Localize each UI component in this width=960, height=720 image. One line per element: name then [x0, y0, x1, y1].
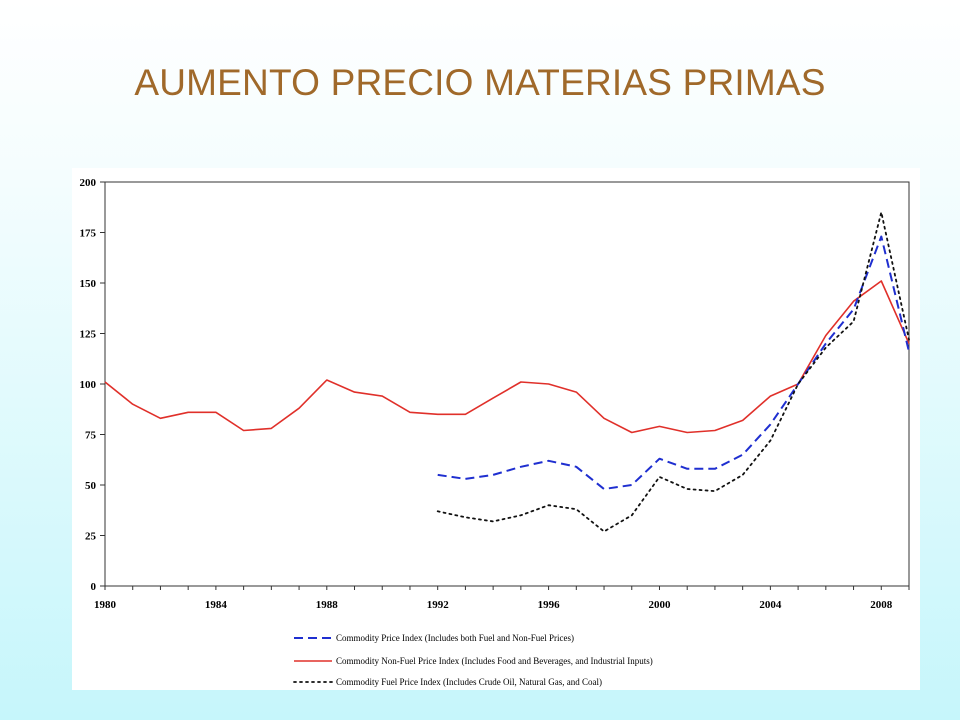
x-tick-label: 2000 — [648, 599, 671, 611]
x-tick-label: 2004 — [759, 599, 782, 611]
legend-item-fuel-price-index-label: Commodity Fuel Price Index (Includes Cru… — [336, 677, 602, 687]
x-tick-label: 1992 — [427, 599, 450, 611]
fuel-price-index-line — [436, 211, 910, 533]
y-tick-label: 75 — [85, 430, 97, 442]
y-tick-label: 0 — [91, 581, 97, 593]
x-tick-label: 1980 — [94, 599, 117, 611]
commodity-price-line-chart: 0 25 50 75 100 125 150 175 200 1980 1984 1988 1992 19… — [80, 177, 910, 687]
y-tick-label: 25 — [85, 531, 97, 543]
x-tick-label: 1996 — [538, 599, 561, 611]
slide-title: AUMENTO PRECIO MATERIAS PRIMAS — [134, 62, 826, 103]
non-fuel-price-index-line — [104, 280, 910, 434]
chart-panel: 0 25 50 75 100 125 150 175 200 1980 1984 1988 1992 19… — [72, 168, 920, 690]
x-tick-label: 1988 — [316, 599, 339, 611]
x-tick-label: 1984 — [205, 599, 228, 611]
legend-item-commodity-price-index-label: Commodity Price Index (Includes both Fue… — [336, 633, 574, 643]
y-tick-label: 100 — [80, 379, 97, 391]
legend-item-non-fuel-price-index-label: Commodity Non-Fuel Price Index (Includes… — [336, 656, 653, 666]
x-tick-label: 2008 — [870, 599, 893, 611]
y-tick-label: 150 — [80, 278, 97, 290]
y-tick-label: 175 — [80, 228, 97, 240]
y-tick-label: 50 — [85, 480, 97, 492]
y-tick-label: 125 — [80, 329, 97, 341]
commodity-price-index-line — [437, 235, 910, 490]
plot-frame — [104, 181, 910, 587]
y-tick-label: 200 — [80, 177, 97, 189]
